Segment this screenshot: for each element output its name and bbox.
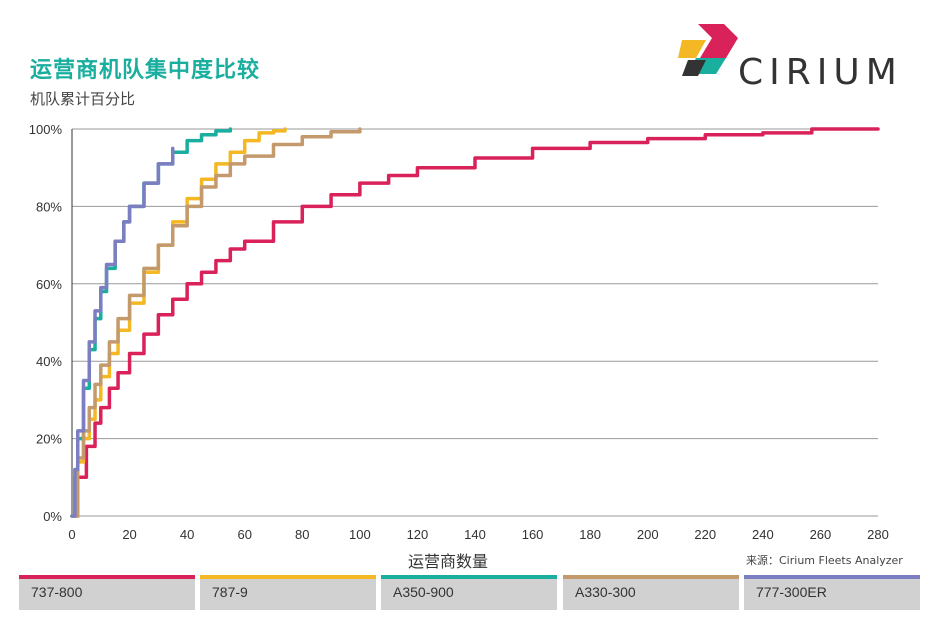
x-tick-label: 0 bbox=[68, 527, 75, 542]
x-tick-label: 280 bbox=[867, 527, 889, 542]
legend-swatch bbox=[200, 575, 376, 579]
y-tick-label: 0% bbox=[43, 509, 62, 524]
legend-item-737-800: 737-800 bbox=[19, 575, 195, 610]
y-tick-label: 60% bbox=[36, 277, 62, 292]
x-tick-label: 60 bbox=[237, 527, 251, 542]
legend-item-a330-300: A330-300 bbox=[563, 575, 739, 610]
legend-label: 787-9 bbox=[212, 584, 248, 600]
series-line-787-9 bbox=[70, 127, 287, 518]
brand-name: CIRIUM bbox=[738, 52, 903, 93]
legend-label: A350-900 bbox=[393, 584, 454, 600]
x-tick-label: 260 bbox=[810, 527, 832, 542]
x-tick-label: 180 bbox=[579, 527, 601, 542]
x-tick-label: 240 bbox=[752, 527, 774, 542]
legend-item-a350-900: A350-900 bbox=[381, 575, 557, 610]
x-tick-label: 80 bbox=[295, 527, 309, 542]
series-line-777-300er bbox=[70, 146, 175, 518]
legend-swatch bbox=[19, 575, 195, 579]
legend-label: A330-300 bbox=[575, 584, 636, 600]
x-axis-label: 运营商数量 bbox=[408, 552, 489, 571]
x-tick-label: 160 bbox=[522, 527, 544, 542]
x-tick-label: 120 bbox=[407, 527, 429, 542]
legend-item-787-9: 787-9 bbox=[200, 575, 376, 610]
x-tick-label: 140 bbox=[464, 527, 486, 542]
legend-item-777-300er: 777-300ER bbox=[744, 575, 920, 610]
source-note: 来源：Cirium Fleets Analyzer bbox=[746, 554, 903, 567]
legend-swatch bbox=[744, 575, 920, 579]
series-line-a330-300 bbox=[70, 127, 362, 518]
legend-label: 737-800 bbox=[31, 584, 83, 600]
y-tick-label: 100% bbox=[29, 122, 63, 137]
series-line-737-800 bbox=[70, 127, 880, 518]
cirium-logo-icon bbox=[678, 24, 738, 76]
x-tick-label: 40 bbox=[180, 527, 194, 542]
x-tick-label: 220 bbox=[694, 527, 716, 542]
legend-swatch bbox=[381, 575, 557, 579]
x-tick-label: 100 bbox=[349, 527, 371, 542]
y-tick-label: 20% bbox=[36, 432, 62, 447]
chart-subtitle: 机队累计百分比 bbox=[30, 90, 136, 108]
y-tick-label: 80% bbox=[36, 199, 62, 214]
x-tick-label: 200 bbox=[637, 527, 659, 542]
legend-swatch bbox=[563, 575, 739, 579]
legend-label: 777-300ER bbox=[756, 584, 827, 600]
x-tick-label: 20 bbox=[122, 527, 136, 542]
y-tick-label: 40% bbox=[36, 354, 62, 369]
chart-title: 运营商机队集中度比较 bbox=[30, 58, 261, 83]
